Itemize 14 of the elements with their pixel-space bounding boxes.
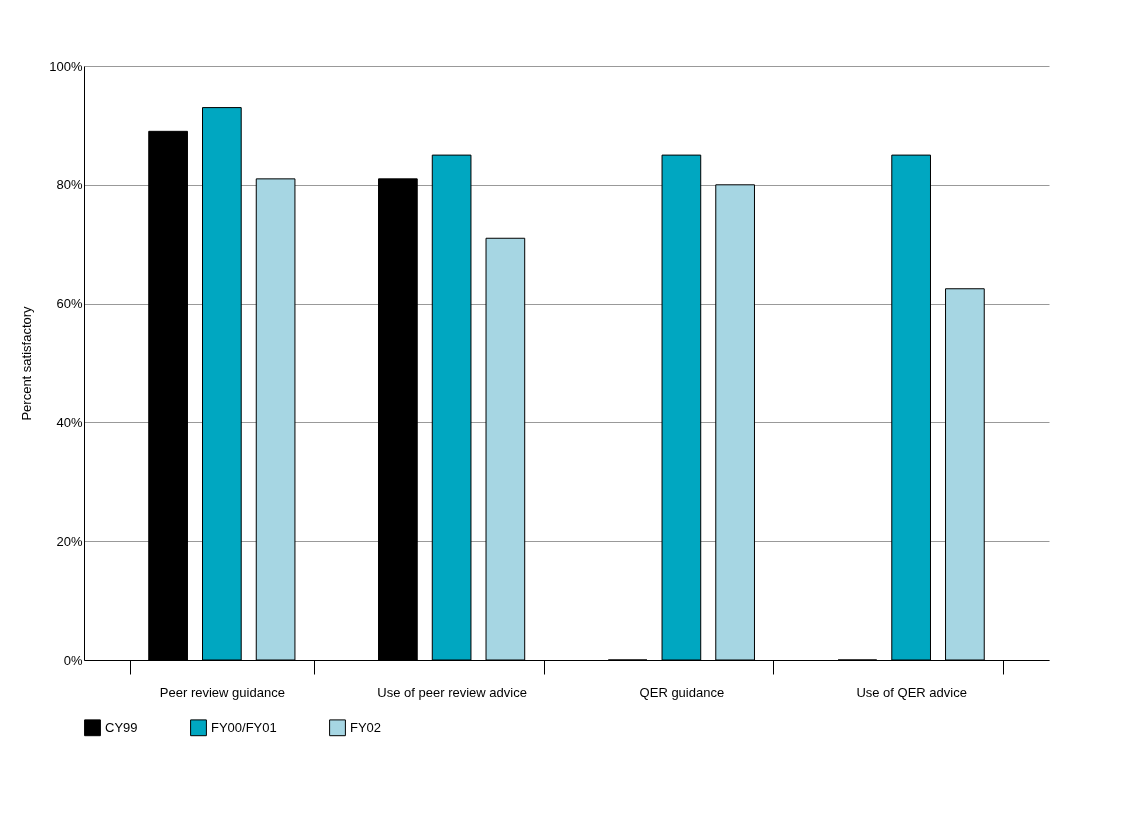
y-tick-label: 80% (56, 177, 83, 193)
y-tick-label: 60% (56, 296, 83, 312)
legend-label: CY99 (105, 719, 138, 735)
legend-label: FY00/FY01 (211, 719, 277, 735)
y-tick-label: 40% (56, 414, 83, 430)
y-tick-label: 20% (56, 533, 83, 549)
y-tick-label: 0% (63, 652, 83, 668)
y-tick-label: 100% (49, 58, 83, 74)
x-tick-label: QER guidance (639, 684, 725, 700)
x-tick-label: Use of QER advice (856, 684, 967, 700)
legend-label: FY02 (350, 719, 382, 735)
y-axis-title: Percent satisfactory (19, 305, 35, 421)
x-tick-label: Use of peer review advice (377, 684, 527, 700)
x-tick-label: Peer review guidance (159, 684, 285, 700)
